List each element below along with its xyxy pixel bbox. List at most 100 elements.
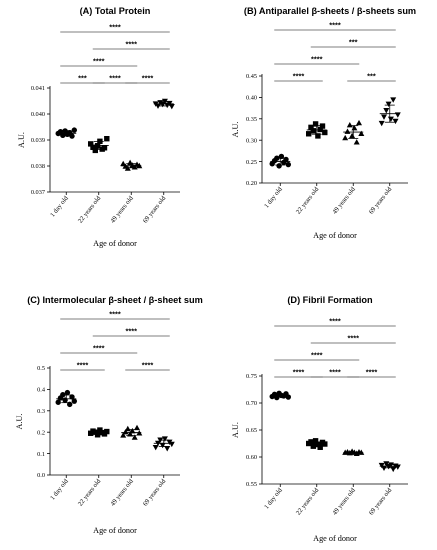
significance-label: ****	[142, 74, 154, 83]
data-point	[378, 462, 385, 469]
data-point	[387, 462, 394, 468]
data-point	[308, 439, 314, 445]
y-tick-label: 0.041	[31, 85, 45, 92]
y-tick-label: 0.038	[31, 163, 45, 170]
x-tick-label: 69 years old	[142, 477, 168, 507]
y-tick-label: 0.037	[31, 189, 45, 196]
data-point	[358, 449, 365, 455]
y-tick-label: 0.35	[246, 116, 257, 123]
significance-label: ****	[77, 361, 89, 370]
data-point	[358, 130, 365, 136]
chart-title: (B) Antiparallel β-sheets / β-sheets sum	[244, 6, 416, 16]
significance-label: ****	[125, 40, 137, 49]
y-tick-label: 0.60	[246, 454, 257, 461]
y-tick-label: 0.4	[37, 387, 46, 394]
data-point	[168, 104, 175, 110]
data-point	[356, 119, 362, 126]
series-3	[120, 159, 143, 171]
significance-label: ****	[109, 23, 121, 32]
data-point	[152, 444, 159, 451]
x-axis-label: Age of donor	[93, 239, 137, 248]
y-tick-label: 0.5	[37, 365, 45, 372]
data-point	[383, 461, 390, 467]
chart-title: (D) Fibril Formation	[287, 295, 373, 305]
y-axis-label: A.U.	[231, 122, 240, 138]
chart-title: (A) Total Protein	[80, 6, 151, 16]
data-point	[322, 129, 328, 136]
data-point	[383, 108, 390, 114]
x-tick-label: 49 years old	[331, 185, 357, 215]
x-tick-label: 22 years old	[295, 185, 321, 215]
data-point	[310, 128, 316, 134]
data-point	[60, 132, 66, 139]
significance-label: ****	[293, 72, 305, 81]
y-axis-label: A.U.	[15, 414, 24, 430]
series-1	[269, 390, 291, 401]
significance-label: ***	[349, 38, 358, 47]
series-1	[269, 153, 291, 169]
x-tick-label: 49 years old	[109, 477, 135, 507]
series-4	[152, 98, 175, 110]
series-4	[378, 97, 401, 127]
x-tick-label: 1 day old	[49, 194, 70, 218]
data-point	[92, 147, 98, 154]
series-3	[342, 448, 365, 456]
significance-label: ****	[142, 361, 154, 370]
data-point	[101, 145, 108, 151]
significance-label: ****	[93, 57, 105, 66]
x-tick-label: 69 years old	[368, 185, 394, 215]
significance-label: ****	[347, 334, 359, 343]
significance-label: ****	[329, 21, 341, 30]
data-point	[276, 163, 282, 169]
significance-label: ****	[109, 310, 121, 319]
data-point	[69, 394, 75, 400]
significance-label: ***	[367, 72, 376, 81]
significance-label: ****	[329, 317, 341, 326]
y-tick-label: 0.3	[37, 408, 45, 415]
data-point	[274, 394, 280, 401]
x-tick-label: 1 day old	[263, 486, 284, 510]
series-1	[55, 389, 78, 408]
series-2	[88, 427, 110, 438]
series-4	[152, 436, 175, 452]
y-tick-label: 0.40	[246, 95, 257, 102]
series-2	[306, 438, 328, 450]
data-point	[90, 144, 96, 150]
x-tick-label: 1 day old	[263, 185, 284, 209]
significance-label: ***	[78, 74, 87, 83]
data-point	[342, 134, 349, 141]
chart-panel-3: (C) Intermolecular β-sheet / β-sheet sum…	[15, 295, 203, 535]
data-point	[394, 112, 401, 118]
chart-panel-1: (A) Total Protein 0.037 0.038 0.039 0.040 0.0…	[17, 6, 180, 248]
data-point	[104, 136, 110, 142]
series-4	[378, 461, 401, 473]
data-point	[55, 399, 61, 405]
data-point	[64, 389, 71, 396]
x-axis-label: Age of donor	[313, 534, 357, 543]
data-point	[346, 122, 353, 128]
data-point	[392, 118, 399, 125]
x-tick-label: 22 years old	[77, 194, 103, 224]
data-point	[71, 398, 78, 404]
data-point	[131, 434, 138, 440]
data-point	[381, 114, 387, 120]
data-point	[344, 128, 351, 134]
y-tick-label: 0.30	[246, 137, 257, 144]
significance-label: ****	[311, 351, 323, 360]
x-axis-label: Age of donor	[93, 526, 137, 535]
data-point	[390, 97, 397, 103]
data-point	[312, 438, 319, 444]
significance-label: ****	[293, 368, 305, 377]
x-tick-label: 69 years old	[368, 486, 394, 516]
data-point	[94, 432, 101, 438]
y-tick-label: 0.45	[246, 73, 257, 80]
chart-panel-2: (B) Antiparallel β-sheets / β-sheets sum…	[231, 6, 416, 240]
data-point	[353, 139, 360, 145]
data-point	[378, 120, 385, 127]
y-tick-label: 0.55	[246, 481, 257, 488]
y-tick-label: 0.70	[246, 400, 257, 407]
data-point	[285, 161, 291, 168]
significance-label: ****	[329, 368, 341, 377]
data-point	[120, 432, 127, 438]
data-point	[134, 424, 140, 431]
